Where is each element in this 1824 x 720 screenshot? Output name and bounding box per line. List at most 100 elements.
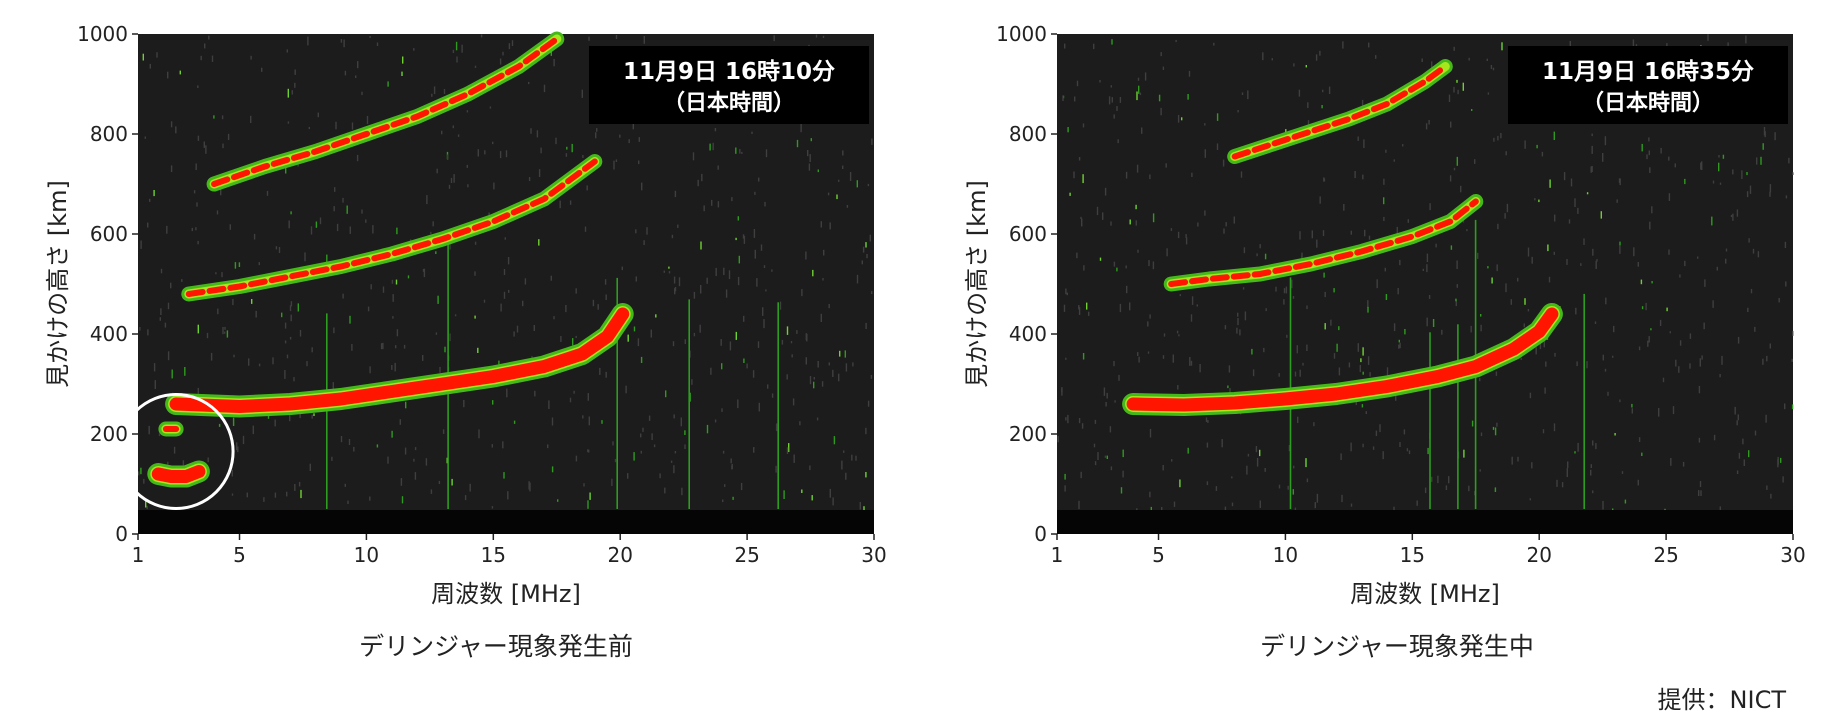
noise-speck bbox=[1640, 279, 1643, 285]
noise-speck bbox=[1064, 485, 1066, 492]
noise-speck bbox=[289, 305, 292, 312]
noise-speck bbox=[149, 198, 151, 202]
noise-speck bbox=[1239, 329, 1241, 336]
noise-speck bbox=[1162, 66, 1165, 70]
noise-speck bbox=[1649, 167, 1651, 173]
noise-speck bbox=[158, 433, 161, 437]
noise-speck bbox=[1762, 143, 1764, 150]
noise-speck bbox=[1176, 330, 1179, 334]
noise-speck bbox=[506, 388, 508, 398]
noise-speck bbox=[1110, 221, 1112, 226]
noise-speck bbox=[474, 271, 476, 276]
noise-speck bbox=[1727, 42, 1729, 46]
noise-speck bbox=[250, 115, 252, 123]
x-tick-label: 10 bbox=[354, 543, 379, 567]
noise-speck bbox=[664, 487, 666, 494]
noise-speck bbox=[246, 492, 248, 498]
noise-speck bbox=[859, 502, 861, 510]
noise-speck bbox=[1319, 50, 1321, 56]
noise-speck bbox=[299, 329, 302, 337]
noise-speck bbox=[1399, 259, 1401, 266]
noise-speck bbox=[1179, 294, 1181, 297]
noise-speck bbox=[765, 149, 768, 158]
noise-speck bbox=[737, 216, 739, 221]
noise-speck bbox=[436, 168, 438, 174]
noise-speck bbox=[1206, 481, 1209, 486]
noise-speck bbox=[1073, 171, 1075, 179]
noise-speck bbox=[1637, 479, 1639, 486]
noise-speck bbox=[653, 444, 656, 448]
noise-speck bbox=[722, 499, 724, 503]
noise-speck bbox=[805, 251, 807, 260]
noise-speck bbox=[1756, 157, 1758, 165]
noise-speck bbox=[1404, 329, 1406, 335]
noise-speck bbox=[491, 444, 493, 448]
noise-speck bbox=[293, 377, 295, 382]
noise-speck bbox=[1242, 287, 1245, 290]
noise-speck bbox=[1679, 340, 1682, 346]
noise-speck bbox=[376, 42, 379, 46]
echo-trace bbox=[206, 31, 565, 192]
interference-line bbox=[616, 277, 618, 509]
noise-speck bbox=[524, 278, 527, 285]
echo-trace bbox=[1163, 194, 1484, 292]
noise-speck bbox=[1754, 430, 1757, 436]
noise-speck bbox=[513, 331, 515, 337]
noise-speck bbox=[1517, 277, 1519, 282]
noise-speck bbox=[1398, 344, 1400, 349]
noise-speck bbox=[288, 220, 290, 229]
noise-speck bbox=[1361, 99, 1364, 106]
noise-speck bbox=[1206, 442, 1209, 448]
noise-speck bbox=[1704, 279, 1706, 287]
noise-speck bbox=[414, 447, 417, 451]
noise-speck bbox=[1742, 438, 1744, 445]
noise-speck bbox=[1583, 238, 1585, 245]
noise-speck bbox=[796, 139, 799, 148]
noise-speck bbox=[1061, 387, 1063, 393]
noise-speck bbox=[1287, 485, 1289, 490]
noise-speck bbox=[851, 454, 853, 461]
noise-speck bbox=[242, 435, 245, 445]
y-tick-label: 1000 bbox=[996, 22, 1047, 46]
noise-speck bbox=[1675, 359, 1677, 367]
noise-speck bbox=[1456, 284, 1458, 288]
noise-speck bbox=[569, 200, 572, 205]
noise-speck bbox=[697, 179, 699, 187]
noise-speck bbox=[1435, 243, 1437, 248]
noise-speck bbox=[1641, 306, 1644, 310]
echo-trace-core bbox=[1126, 307, 1559, 412]
noise-speck bbox=[287, 88, 289, 98]
noise-speck bbox=[635, 276, 637, 282]
interference-line bbox=[688, 299, 690, 509]
noise-speck bbox=[1376, 279, 1378, 289]
noise-speck bbox=[1114, 400, 1116, 403]
noise-speck bbox=[1368, 42, 1370, 48]
noise-speck bbox=[1302, 362, 1304, 366]
noise-speck bbox=[1187, 447, 1189, 454]
noise-speck bbox=[584, 226, 587, 232]
noise-speck bbox=[1147, 321, 1149, 327]
noise-speck bbox=[1746, 191, 1749, 198]
noise-speck bbox=[333, 327, 335, 334]
noise-speck bbox=[1139, 92, 1142, 96]
x-tick-label: 25 bbox=[734, 543, 759, 567]
noise-speck bbox=[1213, 42, 1215, 46]
noise-speck bbox=[1275, 286, 1277, 292]
noise-speck bbox=[394, 362, 396, 372]
noise-speck bbox=[1315, 54, 1318, 61]
noise-speck bbox=[1453, 167, 1456, 171]
noise-speck bbox=[355, 75, 357, 78]
noise-speck bbox=[1471, 420, 1474, 427]
noise-speck bbox=[1375, 55, 1377, 59]
noise-speck bbox=[147, 222, 149, 228]
noise-speck bbox=[1721, 355, 1723, 365]
noise-speck bbox=[306, 361, 308, 367]
noise-speck bbox=[1600, 211, 1602, 219]
noise-speck bbox=[294, 484, 296, 491]
noise-speck bbox=[516, 325, 519, 333]
noise-speck bbox=[1074, 96, 1076, 102]
noise-speck bbox=[1252, 369, 1255, 377]
noise-speck bbox=[1494, 427, 1497, 436]
noise-speck bbox=[1527, 247, 1530, 257]
noise-speck bbox=[1491, 277, 1493, 284]
